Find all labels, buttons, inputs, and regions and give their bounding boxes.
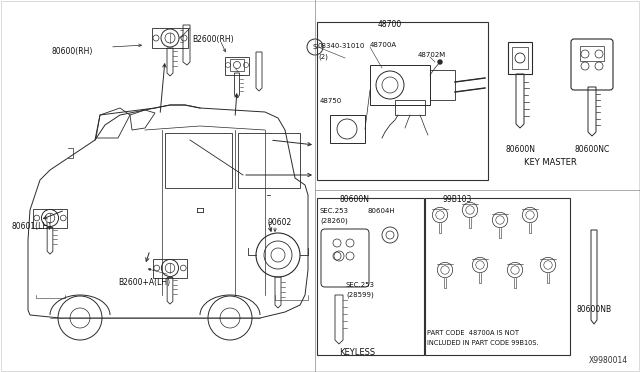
Text: 80601(LH): 80601(LH) [12, 222, 52, 231]
Text: 80600(RH): 80600(RH) [52, 47, 93, 56]
Text: B2600(RH): B2600(RH) [192, 35, 234, 44]
Bar [370, 65, 430, 105]
Text: INCLUDED IN PART CODE 99B10S.: INCLUDED IN PART CODE 99B10S. [427, 340, 539, 346]
Text: 48702M: 48702M [418, 52, 446, 58]
Text: KEY MASTER: KEY MASTER [524, 158, 577, 167]
Bar [580, 46, 604, 61]
Text: (2): (2) [318, 54, 328, 61]
Text: B2600+A(LH): B2600+A(LH) [118, 278, 170, 287]
Bar [152, 28, 188, 48]
Text: 48750: 48750 [320, 98, 342, 104]
Text: 99B103: 99B103 [442, 195, 472, 204]
Bar [395, 100, 425, 115]
Bar [165, 133, 232, 188]
Bar [317, 198, 424, 355]
Text: (28260): (28260) [320, 218, 348, 224]
Text: (28599): (28599) [346, 292, 374, 298]
Bar [153, 259, 187, 278]
Bar [330, 115, 365, 143]
Bar [508, 42, 532, 74]
Text: PART CODE  48700A IS NOT: PART CODE 48700A IS NOT [427, 330, 519, 336]
Bar [238, 133, 300, 188]
Text: 80604H: 80604H [368, 208, 396, 214]
Bar [33, 208, 67, 228]
Circle shape [438, 60, 442, 64]
Text: 80600N: 80600N [339, 195, 369, 204]
Text: SEC.253: SEC.253 [346, 282, 375, 288]
Bar [225, 57, 249, 75]
Text: 90602: 90602 [268, 218, 292, 227]
Text: KEYLESS: KEYLESS [339, 348, 375, 357]
Bar [425, 198, 570, 355]
Bar [317, 22, 488, 180]
Bar [430, 70, 455, 100]
Text: 08340-31010: 08340-31010 [318, 43, 365, 49]
Text: 80600NB: 80600NB [577, 305, 612, 314]
Text: 48700A: 48700A [370, 42, 397, 48]
Bar [512, 47, 528, 69]
Text: 80600N: 80600N [505, 145, 535, 154]
Text: SEC.253: SEC.253 [320, 208, 349, 214]
Text: 80600NC: 80600NC [574, 145, 610, 154]
Text: X9980014: X9980014 [589, 356, 628, 365]
Bar [230, 59, 244, 71]
Text: S: S [313, 44, 317, 50]
Text: 48700: 48700 [378, 20, 402, 29]
